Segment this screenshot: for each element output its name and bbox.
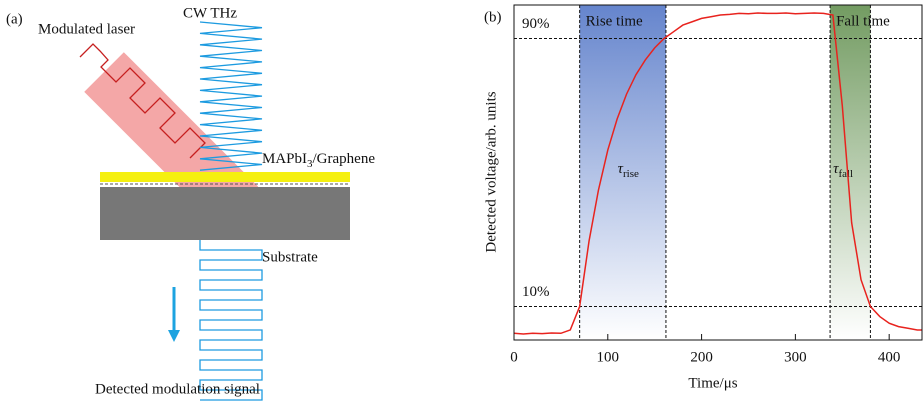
arrow-head — [168, 330, 180, 342]
tau-label: τfall — [833, 161, 853, 179]
y-tick-label: 90% — [522, 16, 550, 32]
thz-wave — [199, 21, 263, 171]
x-tick-label: 300 — [784, 349, 807, 365]
x-tick-label: 100 — [597, 349, 620, 365]
span-label: Rise time — [586, 13, 643, 29]
panel-label: (b) — [484, 9, 502, 25]
diagram: (a) Modulated laser CW THz MAPbI3/Graphe… — [6, 5, 375, 401]
span-region — [830, 5, 871, 340]
x-tick-label: 400 — [878, 349, 901, 365]
x-tick-label: 0 — [510, 349, 518, 365]
tau-symbol: τ — [833, 161, 839, 177]
laser-modulation — [79, 43, 206, 159]
data-line — [513, 12, 922, 335]
tau-subscript: rise — [623, 168, 639, 180]
span-label: Fall time — [836, 13, 890, 29]
tau-subscript: fall — [838, 168, 853, 180]
substrate — [100, 187, 350, 240]
span-region — [579, 5, 666, 340]
x-axis-label: Time/μs — [688, 375, 737, 391]
x-tick-label: 200 — [690, 349, 713, 365]
signal-label: Detected modulation signal — [95, 381, 260, 397]
layer-label: MAPbI3/Graphene — [262, 151, 375, 169]
laser-label: Modulated laser — [38, 21, 135, 37]
panel-label: (a) — [6, 11, 23, 27]
thz-label: CW THz — [183, 5, 237, 21]
y-axis-label: Detected voltage/arb. units — [483, 91, 499, 252]
graphene-layer — [100, 172, 350, 182]
substrate-label: Substrate — [262, 249, 318, 265]
signal-wave — [199, 240, 263, 401]
plot-frame — [513, 4, 923, 341]
y-tick-label: 10% — [522, 284, 550, 300]
tau-label: τrise — [618, 161, 639, 179]
tau-symbol: τ — [618, 161, 624, 177]
